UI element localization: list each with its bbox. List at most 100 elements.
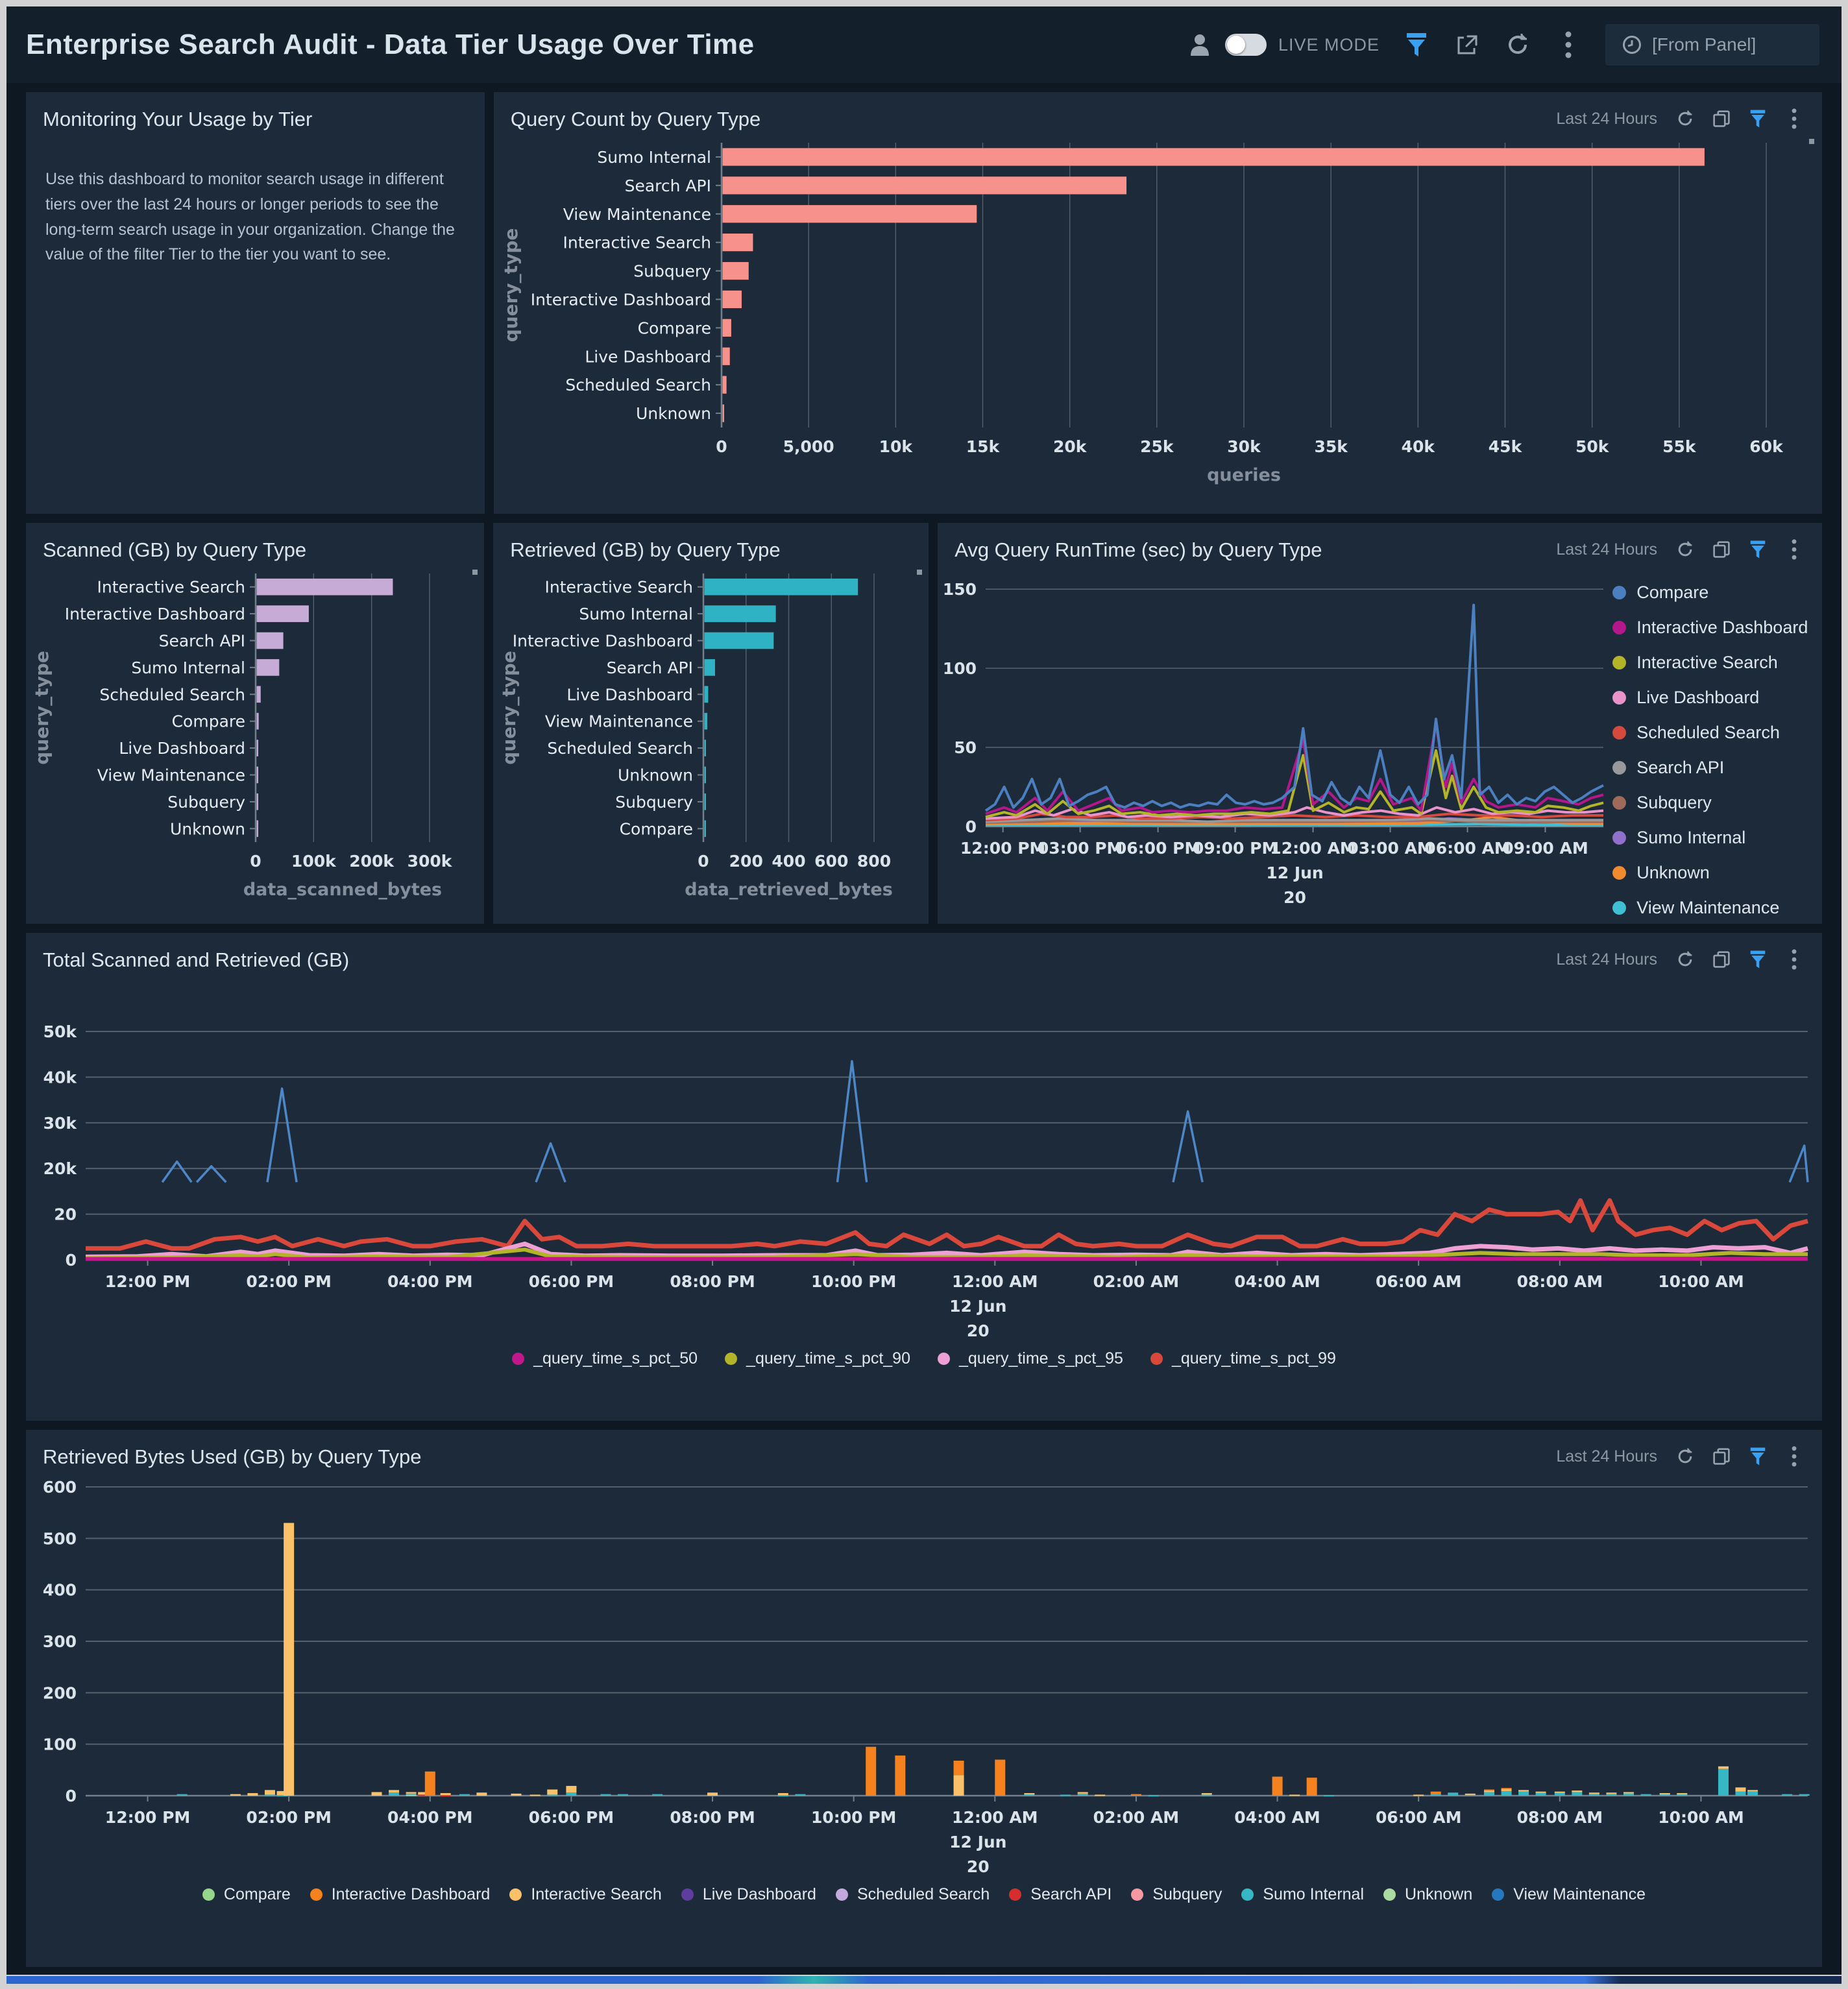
- svg-text:30k: 30k: [43, 1114, 78, 1133]
- svg-text:04:00 PM: 04:00 PM: [387, 1808, 472, 1827]
- svg-text:Live Dashboard: Live Dashboard: [119, 739, 245, 758]
- legend-color-dot: [1131, 1888, 1144, 1901]
- panel-filter-icon[interactable]: [1747, 1445, 1769, 1467]
- row-2: Scanned (GB) by Query Type 0 100k 200k 300k…: [26, 523, 1822, 924]
- legend-item[interactable]: Compare: [1612, 583, 1820, 603]
- panel-retrieved-gb: Retrieved (GB) by Query Type 0 200 400 600 8…: [493, 523, 929, 924]
- svg-text:06:00 PM: 06:00 PM: [529, 1272, 614, 1291]
- svg-text:200: 200: [729, 852, 763, 871]
- total-scanned-retrieved-chart[interactable]: 0 20 20k 30k 40k 50k 12:00 PM 02:00 PM 04:00 PM 0…: [31, 974, 1817, 1340]
- legend-item[interactable]: Compare: [202, 1885, 291, 1904]
- panel-refresh-icon[interactable]: [1674, 1445, 1696, 1467]
- share-icon[interactable]: [1453, 31, 1481, 58]
- panel-filter-icon[interactable]: [1747, 108, 1769, 130]
- panel-copy-icon[interactable]: [1710, 538, 1732, 561]
- legend-color-dot: [1009, 1888, 1022, 1901]
- panel-kebab-icon[interactable]: [1783, 1445, 1805, 1467]
- svg-text:60k: 60k: [1749, 437, 1784, 456]
- panel-kebab-icon[interactable]: [1783, 538, 1805, 561]
- svg-text:10k: 10k: [879, 437, 913, 456]
- page-title: Enterprise Search Audit - Data Tier Usag…: [26, 29, 755, 60]
- svg-text:02:00 AM: 02:00 AM: [1093, 1272, 1180, 1291]
- panel-copy-icon[interactable]: [1710, 1445, 1732, 1467]
- legend-item[interactable]: Scheduled Search: [835, 1885, 990, 1904]
- legend-color-dot: [310, 1888, 322, 1901]
- legend-item[interactable]: Subquery: [1131, 1885, 1222, 1904]
- svg-text:20: 20: [967, 1857, 990, 1874]
- legend-item[interactable]: _query_time_s_pct_90: [725, 1349, 910, 1368]
- legend-item[interactable]: Interactive Search: [509, 1885, 662, 1904]
- legend-color-dot: [1612, 656, 1627, 669]
- refresh-icon[interactable]: [1504, 31, 1531, 58]
- dashboard-header: Enterprise Search Audit - Data Tier Usag…: [6, 6, 1842, 83]
- legend-color-dot: [1612, 586, 1627, 599]
- legend-item[interactable]: Unknown: [1612, 863, 1820, 883]
- legend-label: _query_time_s_pct_90: [746, 1349, 910, 1368]
- legend-item[interactable]: Sumo Internal: [1241, 1885, 1364, 1904]
- legend-item[interactable]: Scheduled Search: [1612, 723, 1820, 743]
- svg-text:Interactive Search: Interactive Search: [545, 578, 694, 597]
- panel-kebab-icon[interactable]: [1783, 108, 1805, 130]
- time-range-selector[interactable]: [From Panel]: [1605, 24, 1819, 66]
- panel-title: Monitoring Your Usage by Tier: [43, 108, 313, 130]
- panel-title: Scanned (GB) by Query Type: [43, 538, 307, 561]
- svg-text:09:00 AM: 09:00 AM: [1502, 839, 1588, 858]
- panel-title: Retrieved Bytes Used (GB) by Query Type: [43, 1445, 422, 1468]
- panel-refresh-icon[interactable]: [1674, 948, 1696, 970]
- svg-text:Interactive Dashboard: Interactive Dashboard: [65, 605, 245, 623]
- legend-item[interactable]: View Maintenance: [1612, 898, 1820, 918]
- user-icon: [1186, 31, 1213, 58]
- kebab-menu-icon[interactable]: [1555, 31, 1582, 58]
- svg-text:20: 20: [1283, 888, 1306, 907]
- filter-icon[interactable]: [1403, 31, 1430, 58]
- live-mode-toggle[interactable]: [1224, 34, 1267, 56]
- svg-text:query_type: query_type: [500, 228, 522, 343]
- panel-copy-icon[interactable]: [1710, 108, 1732, 130]
- legend-item[interactable]: Live Dashboard: [1612, 688, 1820, 708]
- legend-item[interactable]: Subquery: [1612, 793, 1820, 813]
- legend-label: _query_time_s_pct_50: [533, 1349, 698, 1368]
- legend-color-dot: [202, 1888, 215, 1901]
- legend-label: Interactive Search: [1636, 653, 1778, 672]
- svg-text:04:00 AM: 04:00 AM: [1234, 1272, 1320, 1291]
- panel-refresh-icon[interactable]: [1674, 108, 1696, 130]
- avg-runtime-chart[interactable]: 0 50 100 150 12:00 PM 03:00 PM 06:00 PM 09:00 P…: [938, 564, 1612, 908]
- svg-text:100k: 100k: [291, 852, 337, 871]
- panel-kebab-icon[interactable]: [1783, 948, 1805, 970]
- svg-text:12 Jun: 12 Jun: [1267, 863, 1324, 882]
- legend-color-dot: [1612, 901, 1627, 915]
- legend-label: Subquery: [1636, 793, 1712, 812]
- legend-item[interactable]: Interactive Dashboard: [310, 1885, 490, 1904]
- legend-item[interactable]: Interactive Search: [1612, 653, 1820, 673]
- panel-refresh-icon[interactable]: [1674, 538, 1696, 561]
- panel-copy-icon[interactable]: [1710, 948, 1732, 970]
- panel-filter-icon[interactable]: [1747, 948, 1769, 970]
- legend-item[interactable]: Interactive Dashboard: [1612, 618, 1820, 638]
- panel-description-text: Use this dashboard to monitor search usa…: [45, 170, 455, 264]
- scanned-gb-chart[interactable]: 0 100k 200k 300k Interactive Search Interacti…: [29, 564, 481, 902]
- svg-text:12:00 PM: 12:00 PM: [960, 839, 1045, 858]
- legend-color-dot: [835, 1888, 848, 1901]
- legend-item[interactable]: Live Dashboard: [681, 1885, 816, 1904]
- panel-query-count: Query Count by Query Type Last 24 Hours …: [493, 92, 1822, 514]
- legend-color-dot: [1612, 621, 1627, 634]
- legend-item[interactable]: _query_time_s_pct_99: [1150, 1349, 1336, 1368]
- svg-text:400: 400: [772, 852, 806, 871]
- toggle-knob: [1226, 36, 1245, 54]
- panel-filter-icon[interactable]: [1747, 538, 1769, 561]
- svg-text:queries: queries: [1207, 465, 1281, 485]
- retrieved-gb-chart[interactable]: 0 200 400 600 800 Interactive Search Sumo Inte…: [496, 564, 926, 902]
- legend-label: Compare: [223, 1885, 291, 1903]
- legend-item[interactable]: Search API: [1009, 1885, 1112, 1904]
- legend-item[interactable]: Search API: [1612, 758, 1820, 778]
- panel-scanned-gb: Scanned (GB) by Query Type 0 100k 200k 300k…: [26, 523, 485, 924]
- query-count-chart[interactable]: 0 5,000 10k 15k 20k 25k 30k 35k 40k 45k 50k 55k 60k S…: [498, 134, 1818, 487]
- retrieved-bytes-used-chart[interactable]: 0 100 200 300 400 500 600 12:00 PM 02:00 PM 04:00…: [31, 1471, 1817, 1876]
- legend-label: Interactive Search: [531, 1885, 662, 1903]
- legend-item[interactable]: _query_time_s_pct_95: [938, 1349, 1123, 1368]
- legend-item[interactable]: Sumo Internal: [1612, 828, 1820, 848]
- legend-item[interactable]: _query_time_s_pct_50: [512, 1349, 698, 1368]
- panel-title: Total Scanned and Retrieved (GB): [43, 948, 350, 971]
- legend-item[interactable]: View Maintenance: [1492, 1885, 1646, 1904]
- legend-item[interactable]: Unknown: [1383, 1885, 1472, 1904]
